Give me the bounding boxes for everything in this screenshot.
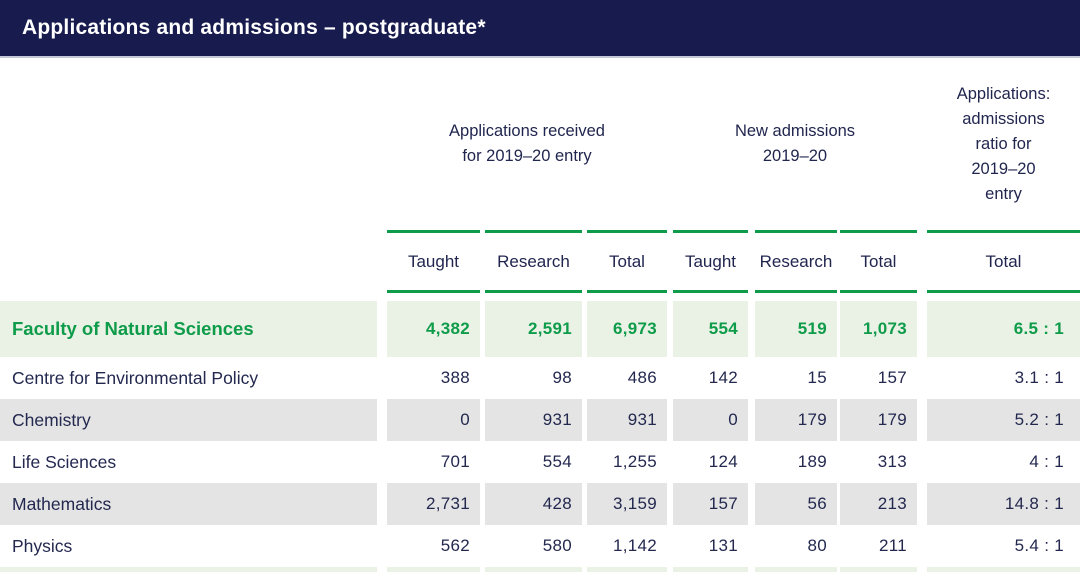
cell-research-applications: 428	[485, 483, 582, 525]
row-label: Physics	[12, 535, 73, 556]
cell-research-applications: 580	[542, 536, 572, 555]
group-header-applications-admissions-ratio: Applications: admissions ratio for 2019–…	[956, 84, 1051, 203]
cell-research-admissions: 189	[797, 452, 827, 471]
partial-next-row	[0, 567, 1080, 572]
cell-taught-applications: 701	[440, 452, 470, 471]
partial-cell	[0, 567, 377, 572]
page-title: Applications and admissions – postgradua…	[22, 16, 486, 39]
cell-taught-admissions: 157	[673, 483, 748, 525]
table-row-life-sciences: Life Sciences 701 554 1,255 124 189 313 …	[0, 441, 1080, 483]
group-header-applications-received: Applications received for 2019–20 entry	[449, 122, 605, 165]
cell-taught-admissions: 142	[708, 368, 738, 387]
cell-taught-admissions: 554	[673, 301, 748, 357]
cell-taught-applications: 2,731	[387, 483, 480, 525]
partial-cell	[387, 567, 480, 572]
cell-total-applications: 486	[627, 368, 657, 387]
column-header-total-ratio: Total	[927, 230, 1080, 293]
cell-total-admissions: 313	[877, 452, 907, 471]
row-label: Faculty of Natural Sciences	[0, 301, 377, 357]
cell-taught-applications: 0	[387, 399, 480, 441]
cell-total-applications: 1,142	[612, 536, 657, 555]
table-row-chemistry: Chemistry 0 931 931 0 179 179 5.2 : 1	[0, 399, 1080, 441]
cell-taught-applications: 4,382	[387, 301, 480, 357]
cell-research-applications: 931	[485, 399, 582, 441]
cell-total-applications: 1,255	[612, 452, 657, 471]
column-header-total-applications: Total	[587, 230, 667, 293]
cell-research-applications: 2,591	[485, 301, 582, 357]
cell-research-applications: 98	[552, 368, 572, 387]
cell-total-applications: 6,973	[587, 301, 667, 357]
row-label: Chemistry	[0, 399, 377, 441]
cell-research-admissions: 15	[807, 368, 827, 387]
table-row-mathematics: Mathematics 2,731 428 3,159 157 56 213 1…	[0, 483, 1080, 525]
title-bar: Applications and admissions – postgradua…	[0, 0, 1080, 58]
cell-taught-admissions: 124	[708, 452, 738, 471]
column-header-row: Taught Research Total Taught Research To…	[0, 230, 1080, 293]
cell-applications-admissions-ratio: 6.5 : 1	[927, 301, 1080, 357]
table-row-physics: Physics 562 580 1,142 131 80 211 5.4 : 1	[0, 525, 1080, 567]
cell-total-applications: 931	[587, 399, 667, 441]
column-header-total-admissions: Total	[840, 230, 917, 293]
admissions-table: Applications received for 2019–20 entry …	[0, 58, 1080, 572]
group-header-new-admissions: New admissions 2019–20	[734, 122, 856, 165]
table-row-faculty-of-natural-sciences: Faculty of Natural Sciences 4,382 2,591 …	[0, 301, 1080, 357]
cell-total-admissions: 157	[877, 368, 907, 387]
cell-applications-admissions-ratio: 3.1 : 1	[1014, 368, 1064, 387]
cell-total-admissions: 213	[840, 483, 917, 525]
cell-total-admissions: 211	[878, 536, 907, 555]
cell-applications-admissions-ratio: 5.2 : 1	[927, 399, 1080, 441]
partial-cell	[587, 567, 667, 572]
cell-research-applications: 554	[542, 452, 572, 471]
row-label: Life Sciences	[12, 451, 117, 472]
table-row-centre-for-environmental-policy: Centre for Environmental Policy 388 98 4…	[0, 357, 1080, 399]
cell-taught-admissions: 0	[673, 399, 748, 441]
column-header-taught-admissions: Taught	[673, 230, 748, 293]
cell-total-admissions: 1,073	[840, 301, 917, 357]
cell-applications-admissions-ratio: 14.8 : 1	[927, 483, 1080, 525]
column-header-research-admissions: Research	[755, 230, 837, 293]
partial-cell	[927, 567, 1080, 572]
column-header-research-applications: Research	[485, 230, 582, 293]
partial-cell	[755, 567, 837, 572]
cell-applications-admissions-ratio: 5.4 : 1	[1014, 536, 1064, 555]
cell-total-applications: 3,159	[587, 483, 667, 525]
cell-taught-applications: 388	[440, 368, 470, 387]
row-label: Centre for Environmental Policy	[12, 367, 259, 388]
partial-cell	[840, 567, 917, 572]
partial-cell	[673, 567, 748, 572]
cell-research-admissions: 519	[755, 301, 837, 357]
cell-taught-admissions: 131	[708, 536, 738, 555]
cell-applications-admissions-ratio: 4 : 1	[1029, 452, 1064, 471]
cell-research-admissions: 179	[755, 399, 837, 441]
header-body-gap	[0, 293, 1080, 301]
cell-research-admissions: 80	[807, 536, 827, 555]
cell-taught-applications: 562	[440, 536, 470, 555]
partial-cell	[485, 567, 582, 572]
row-label: Mathematics	[0, 483, 377, 525]
cell-research-admissions: 56	[755, 483, 837, 525]
group-header-row: Applications received for 2019–20 entry …	[0, 58, 1080, 230]
cell-total-admissions: 179	[840, 399, 917, 441]
column-header-taught-applications: Taught	[387, 230, 480, 293]
